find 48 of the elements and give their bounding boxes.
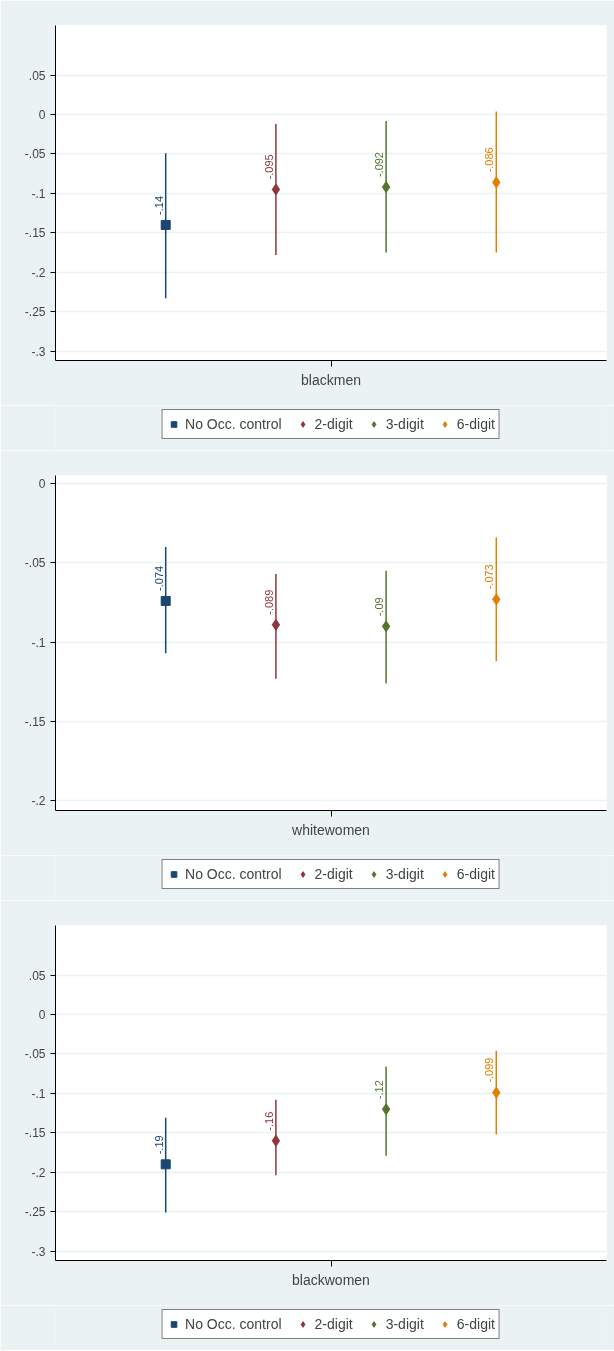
y-tick-label: .05 — [28, 68, 46, 83]
y-tick-label: -.05 — [24, 556, 46, 571]
y-tick-label: -.2 — [31, 794, 46, 809]
y-tick-label: -.3 — [31, 344, 46, 359]
y-tick-label: -.15 — [24, 1126, 46, 1141]
y-tick-label: -.15 — [24, 226, 46, 241]
y-tick-label: .05 — [28, 968, 46, 983]
y-tick-label: -.1 — [31, 186, 46, 201]
legend-label: 2-digit — [314, 866, 353, 882]
y-tick-label: -.2 — [31, 265, 46, 280]
data-label: -.19 — [152, 1135, 165, 1155]
legend-label: 3-digit — [385, 416, 424, 432]
x-tick-label: whitewomen — [291, 821, 370, 838]
data-label: -.16 — [262, 1111, 275, 1131]
data-label: -.12 — [373, 1080, 386, 1100]
legend-label: 2-digit — [314, 416, 353, 432]
data-label: -.074 — [152, 565, 165, 591]
data-label: -.14 — [152, 195, 165, 215]
legend-label: 3-digit — [385, 866, 424, 882]
x-tick-label: blackmen — [301, 371, 361, 388]
y-tick-label: 0 — [38, 108, 46, 123]
data-label: -.09 — [373, 597, 386, 617]
y-tick-label: -.25 — [24, 305, 46, 320]
y-tick-label: -.15 — [24, 715, 46, 730]
y-tick-label: -.25 — [24, 1205, 46, 1220]
legend-label: No Occ. control — [185, 1316, 282, 1332]
legend-label: No Occ. control — [185, 416, 282, 432]
data-label: -.099 — [483, 1057, 496, 1083]
legend-label: 6-digit — [456, 416, 495, 432]
y-tick-label: -.2 — [31, 1165, 46, 1180]
y-tick-label: -.1 — [31, 1086, 46, 1101]
data-label: -.092 — [373, 152, 386, 178]
data-label: -.089 — [262, 589, 275, 615]
legend-label: 6-digit — [456, 1316, 495, 1332]
data-label: -.095 — [262, 154, 275, 180]
y-tick-label: 0 — [38, 476, 46, 491]
x-tick-label: blackwomen — [292, 1271, 370, 1288]
legend-label: No Occ. control — [185, 866, 282, 882]
legend-label: 6-digit — [456, 866, 495, 882]
y-tick-label: -.1 — [31, 635, 46, 650]
data-label: -.086 — [483, 147, 496, 173]
y-tick-label: -.05 — [24, 1047, 46, 1062]
legend-label: 2-digit — [314, 1316, 353, 1332]
y-tick-label: 0 — [38, 1008, 46, 1023]
data-label: -.073 — [483, 564, 496, 590]
y-tick-label: -.05 — [24, 147, 46, 162]
legend-label: 3-digit — [385, 1316, 424, 1332]
y-tick-label: -.3 — [31, 1244, 46, 1259]
